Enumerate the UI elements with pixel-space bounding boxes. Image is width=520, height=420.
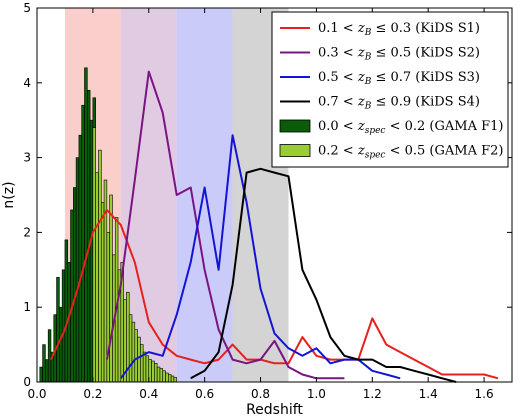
legend: 0.1 < zB ≤ 0.3 (KiDS S1) 0.3 < zB ≤ 0.5 (… xyxy=(271,11,509,168)
histogram-bar xyxy=(142,351,147,383)
histogram-bar xyxy=(61,269,66,383)
histogram-bar xyxy=(162,370,166,383)
legend-entry: 0.5 < zB ≤ 0.7 (KiDS S3) xyxy=(318,70,480,87)
legend-swatch xyxy=(279,144,311,157)
series-line-3 xyxy=(119,134,401,380)
y-tick-label: 3 xyxy=(23,151,31,165)
legend-entry: 0.3 < zB ≤ 0.5 (KiDS S2) xyxy=(318,46,480,63)
histogram-bar xyxy=(59,306,63,383)
histogram-bar xyxy=(56,276,60,383)
series-line-4 xyxy=(190,167,457,383)
x-tick-label: 1.6 xyxy=(475,387,494,401)
axis-ticks: 0.0 0.2 0.4 0.6 0.8 1.0 1.2 1.4 1.6 0 1 2 3 4 5 xyxy=(23,1,512,401)
histogram-bar xyxy=(98,149,102,383)
histogram-bar xyxy=(165,372,169,383)
x-tick-label: 0.0 xyxy=(27,387,46,401)
histogram-bar xyxy=(92,127,96,383)
histogram-bar xyxy=(78,134,83,383)
legend-box xyxy=(271,11,509,168)
histogram-bar xyxy=(73,187,77,383)
x-axis-label: Redshift xyxy=(246,402,303,418)
x-tick-label: 1.0 xyxy=(307,387,326,401)
histogram-bar xyxy=(86,89,91,383)
x-tick-label: 0.8 xyxy=(251,387,270,401)
histogram-bar xyxy=(156,366,161,383)
histogram-bar xyxy=(173,377,178,383)
plot-frame xyxy=(36,7,513,383)
y-tick-label: 4 xyxy=(23,76,31,90)
histogram-bar xyxy=(109,194,113,383)
histogram-bar xyxy=(47,329,52,383)
histogram-bar xyxy=(81,104,85,383)
series-line-1 xyxy=(50,209,499,380)
x-tick-label: 1.2 xyxy=(363,387,382,401)
histogram-bar xyxy=(168,374,172,383)
histogram-1 xyxy=(39,67,96,383)
histogram-bar xyxy=(84,67,88,383)
legend-entry: 0.0 < zspec < 0.2 (GAMA F1) xyxy=(318,119,503,136)
series-line-2 xyxy=(105,70,345,380)
y-axis-label: n(z) xyxy=(1,181,17,208)
histogram-bar xyxy=(39,366,43,383)
histogram-bar xyxy=(75,157,80,383)
redshift-band-3 xyxy=(176,8,233,382)
x-tick-label: 0.4 xyxy=(139,387,158,401)
kids-redshift-curves xyxy=(50,70,499,383)
histogram-bar xyxy=(170,375,175,383)
histogram-bar xyxy=(131,321,136,383)
histogram-bar xyxy=(140,344,144,383)
histogram-bar xyxy=(128,314,133,383)
histogram-bar xyxy=(134,329,138,383)
histogram-bar xyxy=(45,359,49,383)
x-tick-label: 0.6 xyxy=(195,387,214,401)
histogram-bar xyxy=(70,209,74,383)
histogram-bar xyxy=(42,344,46,383)
histogram-bar xyxy=(137,336,141,383)
histogram-bar xyxy=(95,172,99,383)
histogram-bar xyxy=(154,362,158,383)
histogram-bar xyxy=(89,119,94,383)
y-tick-label: 1 xyxy=(23,300,31,314)
histogram-bar xyxy=(64,239,69,383)
y-tick-label: 2 xyxy=(23,225,31,239)
legend-swatch xyxy=(279,119,311,133)
legend-entry: 0.1 < zB ≤ 0.3 (KiDS S1) xyxy=(318,21,480,38)
x-tick-label: 0.2 xyxy=(83,387,102,401)
histogram-bar xyxy=(123,299,127,383)
legend-entry: 0.7 < zB ≤ 0.9 (KiDS S4) xyxy=(318,95,480,112)
histogram-bar xyxy=(100,202,105,383)
y-tick-label: 5 xyxy=(23,1,31,15)
x-tick-label: 1.4 xyxy=(419,387,438,401)
histogram-bar xyxy=(159,368,164,383)
legend-entry: 0.2 < zspec < 0.5 (GAMA F2) xyxy=(318,144,503,161)
histogram-bar xyxy=(151,360,155,383)
y-tick-label: 0 xyxy=(23,375,31,389)
